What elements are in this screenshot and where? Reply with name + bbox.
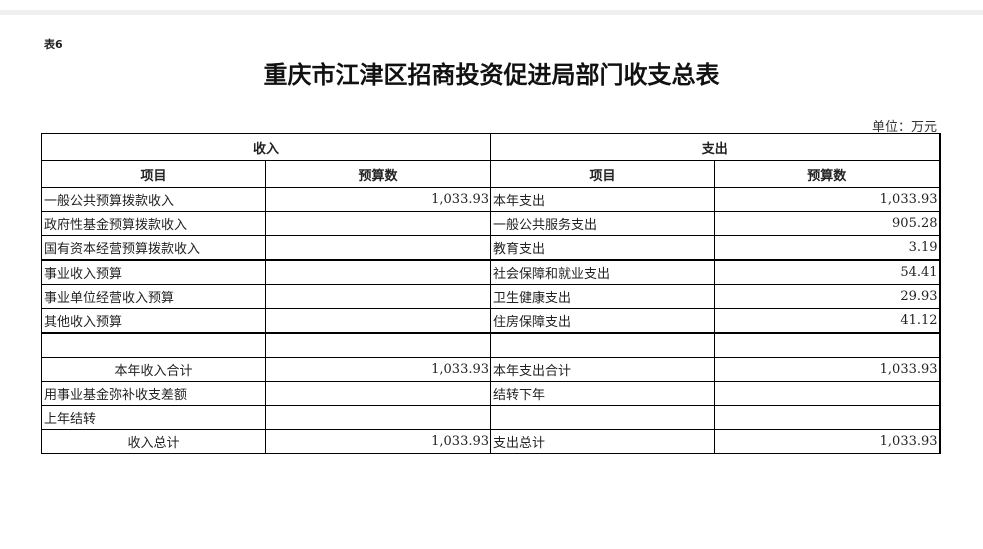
table-row: 其他收入预算 住房保障支出 41.12 xyxy=(41,308,941,334)
table-row: 用事业基金弥补收支差额 结转下年 xyxy=(41,381,941,406)
table-row: 收入总计 1,033.93 支出总计 1,033.93 xyxy=(41,429,941,454)
income-item-cell: 其他收入预算 xyxy=(41,308,266,334)
income-item-cell: 事业收入预算 xyxy=(41,259,266,285)
expense-budget-cell: 3.19 xyxy=(714,235,941,261)
income-item-cell: 国有资本经营预算拨款收入 xyxy=(41,235,266,261)
table-row: 本年收入合计 1,033.93 本年支出合计 1,033.93 xyxy=(41,357,941,382)
expense-budget-cell: 1,033.93 xyxy=(714,357,941,382)
expense-budget-cell: 41.12 xyxy=(714,308,941,334)
expense-budget-cell: 29.93 xyxy=(714,284,941,309)
expense-item-cell xyxy=(490,405,716,430)
table-row: 事业单位经营收入预算 卫生健康支出 29.93 xyxy=(41,284,941,309)
income-budget-cell xyxy=(264,259,492,285)
expense-budget-cell xyxy=(714,332,941,358)
income-item-header: 项目 xyxy=(41,160,266,188)
expense-budget-cell xyxy=(714,381,941,406)
income-item-cell: 事业单位经营收入预算 xyxy=(41,284,266,309)
income-budget-cell xyxy=(264,405,492,430)
table-row: 政府性基金预算拨款收入 一般公共服务支出 905.28 xyxy=(41,211,941,236)
expense-item-header: 项目 xyxy=(490,160,716,188)
expense-item-cell: 本年支出合计 xyxy=(490,357,716,382)
income-budget-cell xyxy=(264,308,492,334)
expense-item-cell: 本年支出 xyxy=(490,187,716,212)
table-tag: 表6 xyxy=(44,38,63,51)
expense-budget-cell xyxy=(714,405,941,430)
income-item-cell: 上年结转 xyxy=(41,405,266,430)
expense-item-cell: 一般公共服务支出 xyxy=(490,211,716,236)
top-bar xyxy=(0,10,983,15)
expense-item-cell: 住房保障支出 xyxy=(490,308,716,334)
expense-budget-cell: 905.28 xyxy=(714,211,941,236)
income-budget-cell xyxy=(264,284,492,309)
income-budget-cell: 1,033.93 xyxy=(264,187,492,212)
income-item-cell: 收入总计 xyxy=(41,429,266,454)
income-budget-cell xyxy=(264,211,492,236)
expense-item-cell: 结转下年 xyxy=(490,381,716,406)
income-header: 收入 xyxy=(40,133,492,161)
budget-table: 收入 支出 项目 预算数 项目 预算数 一般公共预算拨款收入 1,033.93 本年… xyxy=(40,133,941,454)
table-row xyxy=(41,332,941,358)
expense-budget-cell: 1,033.93 xyxy=(714,187,941,212)
expense-header: 支出 xyxy=(490,133,941,161)
table-row: 一般公共预算拨款收入 1,033.93 本年支出 1,033.93 xyxy=(41,187,941,212)
income-item-cell: 用事业基金弥补收支差额 xyxy=(41,381,266,406)
income-budget-cell xyxy=(264,332,492,358)
table-row: 事业收入预算 社会保障和就业支出 54.41 xyxy=(41,259,941,285)
table-row: 上年结转 xyxy=(41,405,941,430)
table-row: 国有资本经营预算拨款收入 教育支出 3.19 xyxy=(41,235,941,261)
expense-item-cell: 卫生健康支出 xyxy=(490,284,716,309)
income-budget-cell xyxy=(264,381,492,406)
income-budget-cell xyxy=(264,235,492,261)
expense-item-cell: 社会保障和就业支出 xyxy=(490,259,716,285)
income-budget-header: 预算数 xyxy=(264,160,492,188)
income-budget-cell: 1,033.93 xyxy=(264,357,492,382)
income-item-cell xyxy=(41,332,266,358)
expense-budget-cell: 1,033.93 xyxy=(714,429,941,454)
expense-budget-cell: 54.41 xyxy=(714,259,941,285)
expense-item-cell xyxy=(490,332,716,358)
income-item-cell: 一般公共预算拨款收入 xyxy=(41,187,266,212)
expense-item-cell: 教育支出 xyxy=(490,235,716,261)
unit-label: 单位：万元 xyxy=(871,120,937,135)
expense-item-cell: 支出总计 xyxy=(490,429,716,454)
expense-budget-header: 预算数 xyxy=(714,160,941,188)
page-title: 重庆市江津区招商投资促进局部门收支总表 xyxy=(263,61,720,89)
income-budget-cell: 1,033.93 xyxy=(264,429,492,454)
income-item-cell: 政府性基金预算拨款收入 xyxy=(41,211,266,236)
income-item-cell: 本年收入合计 xyxy=(41,357,266,382)
